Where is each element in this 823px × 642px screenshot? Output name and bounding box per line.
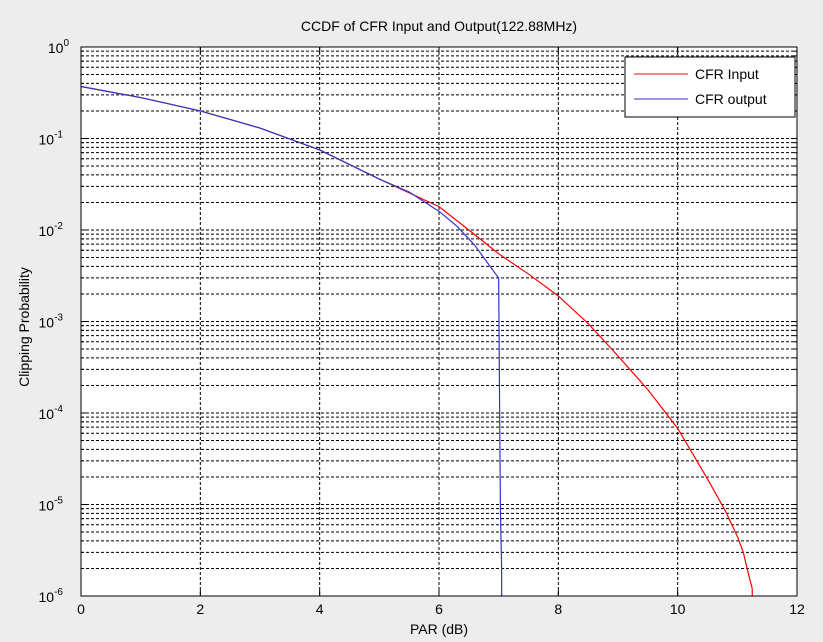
y-tick-label: 100 (48, 38, 70, 56)
y-tick-label: 10-2 (39, 221, 64, 239)
series-cfr-output-line (80, 85, 503, 596)
y-axis-label: Clipping Probability (16, 267, 32, 387)
grid-layer (81, 47, 797, 596)
x-tick-label: 4 (316, 601, 324, 617)
y-tick-label: 10-3 (39, 313, 64, 331)
legend: CFR Input CFR output (624, 56, 796, 118)
x-tick-label: 8 (554, 601, 562, 617)
x-axis-label: PAR (dB) (410, 621, 468, 637)
chart-title: CCDF of CFR Input and Output(122.88MHz) (301, 18, 577, 34)
y-tick-label: 10-5 (39, 496, 64, 514)
legend-label-cfr-input: CFR Input (695, 66, 759, 82)
series-layer (80, 85, 753, 596)
y-tick-label: 10-4 (39, 404, 64, 422)
x-tick-label: 0 (77, 601, 85, 617)
x-tick-label: 10 (670, 601, 686, 617)
y-tick-labels: 100 10-1 10-2 10-3 10-4 10-5 10-6 (39, 38, 70, 605)
tick-layer (80, 47, 798, 596)
y-tick-label: 10-1 (39, 130, 64, 148)
legend-box (624, 56, 796, 118)
x-tick-labels: 0 2 4 6 8 10 12 (77, 601, 805, 617)
legend-label-cfr-output: CFR output (695, 91, 767, 107)
x-tick-label: 12 (789, 601, 805, 617)
x-tick-label: 2 (196, 601, 204, 617)
y-tick-label: 10-6 (39, 587, 64, 605)
x-tick-label: 6 (435, 601, 443, 617)
